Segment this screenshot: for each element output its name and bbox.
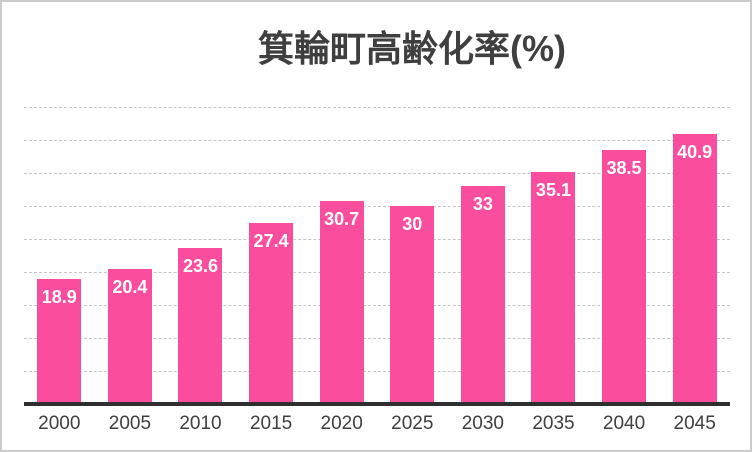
gridline — [24, 239, 730, 240]
bar-value-label: 35.1 — [535, 180, 571, 200]
bar: 18.9 — [37, 279, 82, 404]
x-axis-line — [24, 402, 730, 406]
gridline — [24, 107, 730, 108]
bar-slot: 18.9 — [24, 107, 95, 404]
bar-value-label: 18.9 — [41, 287, 77, 307]
x-tick-label: 2025 — [391, 413, 434, 434]
bar-value-label: 27.4 — [253, 231, 289, 251]
x-tick-label: 2040 — [602, 413, 646, 434]
bar-slot: 30.7 — [306, 107, 377, 404]
x-tick-label: 2000 — [38, 413, 81, 434]
x-tick-label: 2020 — [320, 413, 363, 434]
x-tick-label: 2010 — [179, 413, 222, 434]
x-tick-label: 2035 — [532, 413, 575, 434]
gridline — [24, 272, 730, 273]
bar-value-label: 23.6 — [182, 256, 219, 276]
gridline — [24, 173, 730, 174]
bar-slot: 20.4 — [95, 107, 166, 404]
bar-value-label: 38.5 — [606, 158, 642, 178]
bar: 40.9 — [672, 134, 717, 404]
bar-slot: 38.5 — [589, 107, 660, 404]
bar: 23.6 — [178, 248, 223, 404]
bar-slot: 35.1 — [518, 107, 589, 404]
x-axis-labels: 2000 2005 2010 2015 2020 2025 2030 2035 2040 2045 — [24, 413, 730, 435]
gridline — [24, 305, 730, 306]
x-tick-label: 2005 — [108, 413, 152, 434]
bar-value-label: 33 — [472, 194, 493, 214]
bar: 27.4 — [249, 223, 294, 404]
gridline — [24, 371, 730, 372]
bar-value-label: 20.4 — [112, 277, 148, 297]
bar-slot: 23.6 — [165, 107, 236, 404]
gridline — [24, 140, 730, 141]
bar-value-label: 30.7 — [324, 209, 360, 229]
bar: 38.5 — [602, 150, 647, 404]
bar: 20.4 — [107, 269, 152, 404]
bar: 35.1 — [531, 172, 576, 404]
bar-slot: 33 — [448, 107, 519, 404]
bar-value-label: 30 — [402, 214, 423, 234]
bar-slot: 27.4 — [236, 107, 307, 404]
bar: 30 — [390, 206, 435, 404]
gridline — [24, 206, 730, 207]
bar-value-label: 40.9 — [677, 142, 713, 162]
chart-title: 箕輪町高齢化率(%) — [258, 28, 566, 69]
bar: 30.7 — [319, 201, 364, 404]
bar-series: 18.9 20.4 23.6 27.4 30.7 30 33 35.1 38.5 40.9 — [24, 107, 730, 404]
x-tick-label: 2045 — [673, 413, 716, 434]
gridline — [24, 338, 730, 339]
bar-slot: 30 — [377, 107, 448, 404]
x-tick-label: 2015 — [249, 413, 293, 434]
x-tick-label: 2030 — [461, 413, 504, 434]
plot-area: 18.9 20.4 23.6 27.4 30.7 30 33 35.1 38.5 40.9 — [24, 107, 730, 406]
bar-slot: 40.9 — [659, 107, 730, 404]
bar: 33 — [460, 186, 505, 404]
